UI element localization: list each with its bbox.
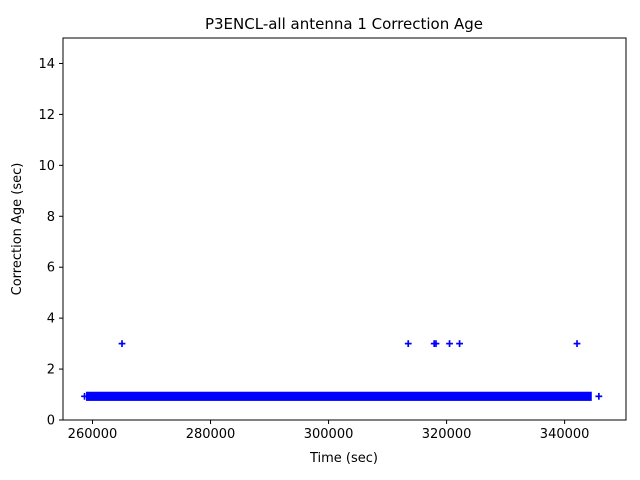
y-tick-label: 2 [47,363,55,378]
chart-title: P3ENCL-all antenna 1 Correction Age [205,15,483,33]
x-tick-label: 260000 [68,427,118,442]
y-tick-label: 4 [47,312,55,327]
plot-area [62,37,627,421]
y-tick-label: 14 [38,57,55,72]
x-tick-label: 340000 [540,427,590,442]
y-tick-label: 8 [47,210,55,225]
y-tick-label: 0 [47,414,55,429]
x-axis-label: Time (sec) [309,451,378,466]
y-tick-label: 10 [38,159,55,174]
dense-band-bar [86,391,592,401]
x-tick-label: 320000 [422,427,472,442]
scatter-markers [118,340,581,347]
y-axis-label: Correction Age (sec) [10,163,25,296]
y-axis-ticks: 0 2 4 6 8 10 12 14 [38,57,63,429]
x-tick-label: 280000 [186,427,236,442]
y-tick-label: 6 [47,261,55,276]
dense-data-band [81,391,603,401]
x-axis-ticks: 260000 280000 300000 320000 340000 [68,420,590,442]
x-tick-label: 300000 [304,427,354,442]
y-tick-label: 12 [38,108,55,123]
